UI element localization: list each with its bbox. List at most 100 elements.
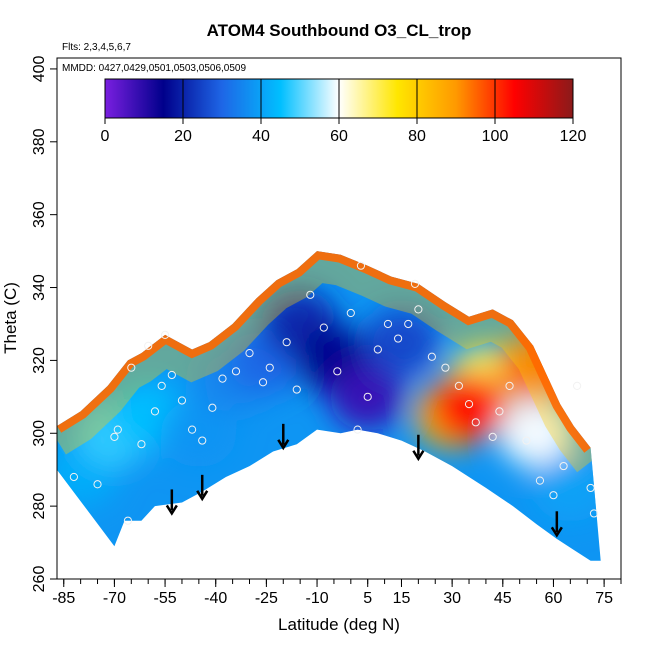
observation-point xyxy=(198,436,207,445)
observation-point xyxy=(157,381,166,391)
observation-point xyxy=(549,491,558,500)
observation-point xyxy=(488,432,497,442)
x-axis: -85 -70 -55 -40 -25 -10 5 15 30 45 60 75 xyxy=(52,578,622,607)
flights-note: Flts: 2,3,4,5,6,7 xyxy=(62,42,131,53)
observation-point xyxy=(167,370,176,380)
observation-point xyxy=(471,418,480,427)
observation-point xyxy=(464,400,474,409)
ozone-region xyxy=(498,399,575,468)
observation-point xyxy=(454,381,463,391)
observation-point xyxy=(505,381,514,391)
x-tick-label: -85 xyxy=(52,590,75,607)
observation-point xyxy=(292,385,301,394)
observation-point xyxy=(427,352,436,361)
ozone-region xyxy=(329,362,406,431)
x-tick-label: -55 xyxy=(154,590,177,607)
observation-point xyxy=(69,472,78,482)
observation-point xyxy=(265,363,274,372)
chart-title: ATOM4 Southbound O3_CL_trop xyxy=(207,21,472,40)
x-axis-title: Latitude (deg N) xyxy=(278,615,400,634)
y-tick-label: 300 xyxy=(31,420,48,447)
observation-point xyxy=(93,480,102,489)
observation-point xyxy=(208,403,217,412)
y-axis: 260 280 300 320 340 360 380 400 xyxy=(31,55,57,592)
observation-point xyxy=(572,381,582,391)
ozone-region xyxy=(532,453,601,522)
observation-point xyxy=(137,440,146,449)
x-tick-label: 30 xyxy=(443,590,461,607)
ozone-region xyxy=(160,399,237,468)
observation-point xyxy=(333,367,342,376)
arrow-marker xyxy=(165,489,178,516)
x-tick-label: -40 xyxy=(204,590,227,607)
colorbar-tick-label: 120 xyxy=(560,128,587,145)
x-tick-label: -10 xyxy=(305,590,328,607)
y-tick-label: 320 xyxy=(31,347,48,374)
y-tick-label: 340 xyxy=(31,274,48,301)
observation-point xyxy=(495,407,504,416)
observation-point xyxy=(441,363,450,372)
observation-point xyxy=(110,432,119,442)
x-tick-label: 75 xyxy=(595,590,613,607)
observation-point xyxy=(346,308,355,318)
observation-points xyxy=(69,261,599,525)
observation-point xyxy=(187,425,197,434)
y-tick-label: 380 xyxy=(31,128,48,155)
observation-point xyxy=(559,461,568,471)
observation-point xyxy=(113,425,122,434)
observation-point xyxy=(218,374,227,383)
x-tick-label: 60 xyxy=(545,590,563,607)
arrow-marker xyxy=(196,474,209,502)
observation-point xyxy=(258,378,268,387)
observation-point xyxy=(306,290,315,299)
x-tick-label: -70 xyxy=(103,590,126,607)
colorbar-tick-label: 40 xyxy=(252,128,270,145)
observation-point xyxy=(150,407,160,416)
y-tick-label: 280 xyxy=(31,493,48,520)
arrow-marker xyxy=(550,511,563,538)
observation-point xyxy=(404,319,413,329)
x-tick-label: 15 xyxy=(393,590,411,607)
observation-point xyxy=(127,363,136,372)
observation-point xyxy=(589,509,599,518)
observation-point xyxy=(353,425,362,434)
colorbar-tick-label: 80 xyxy=(408,128,426,145)
observation-point xyxy=(356,261,366,270)
observation-point xyxy=(160,330,170,339)
y-axis-title: Theta (C) xyxy=(1,282,20,354)
upper-rim-mid-ozone xyxy=(57,251,601,473)
y-tick-label: 260 xyxy=(31,566,48,593)
observation-point xyxy=(319,323,328,332)
profile-arrows xyxy=(165,423,563,538)
colorbar-ticks: 0 20 40 60 80 100 120 xyxy=(101,79,587,145)
observation-point xyxy=(522,436,531,445)
observation-point xyxy=(231,367,241,376)
observation-point xyxy=(373,345,382,354)
observation-point xyxy=(535,476,545,485)
x-tick-label: 5 xyxy=(363,590,372,607)
arrow-marker xyxy=(277,423,290,451)
x-tick-label: -25 xyxy=(255,590,278,607)
y-tick-label: 400 xyxy=(31,55,48,82)
colorbar-tick-label: 0 xyxy=(101,128,110,145)
observation-point xyxy=(245,349,254,358)
observation-point xyxy=(410,279,420,288)
x-tick-label: 45 xyxy=(494,590,512,607)
observation-point xyxy=(144,341,153,350)
observation-point xyxy=(282,338,291,347)
observation-point xyxy=(586,483,595,493)
ozone-region xyxy=(363,308,440,377)
colorbar-tick-label: 20 xyxy=(174,128,192,145)
arrow-marker xyxy=(412,434,425,462)
mmdd-note: MMDD: 0427,0429,0501,0503,0506,0509 xyxy=(62,63,246,74)
observation-point xyxy=(363,392,372,401)
observation-point xyxy=(383,319,393,329)
observation-point xyxy=(414,305,423,314)
observation-point xyxy=(394,334,403,343)
colorbar-tick-label: 100 xyxy=(482,128,509,145)
observation-point xyxy=(123,516,133,525)
y-tick-label: 360 xyxy=(31,201,48,228)
colorbar-tick-label: 60 xyxy=(330,128,348,145)
observation-point xyxy=(177,396,187,405)
